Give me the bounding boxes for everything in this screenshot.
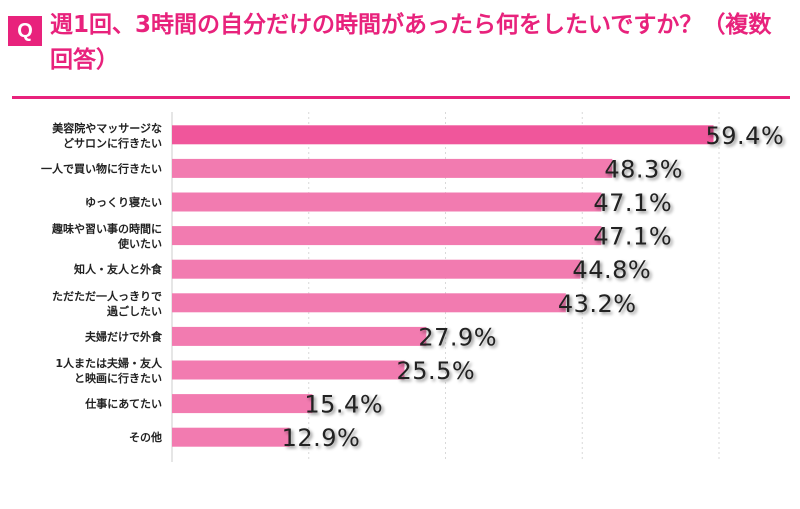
category-label-5: ただただ一人っきりで過ごしたい (52, 289, 162, 318)
value-label-5: 43.2% (558, 290, 637, 318)
title-underline (12, 96, 790, 99)
category-label-2: ゆっくり寝たい (85, 195, 162, 209)
category-label-1: 一人で買い物に行きたい (41, 161, 162, 175)
bar-3 (172, 226, 602, 246)
bar-7 (172, 360, 405, 380)
value-label-3: 47.1% (593, 223, 672, 251)
category-label-8: 仕事にあてたい (84, 397, 162, 411)
bars (172, 125, 714, 447)
value-label-4: 44.8% (572, 256, 651, 284)
value-label-1: 48.3% (604, 155, 683, 183)
category-label-3: 趣味や習い事の時間に使いたい (51, 222, 162, 251)
category-label-4: 知人・友人と外食 (73, 262, 163, 276)
bar-4 (172, 259, 581, 279)
question-badge: Q (8, 16, 42, 46)
category-label-6: 夫婦だけで外食 (85, 329, 163, 343)
bar-9 (172, 427, 290, 447)
value-label-8: 15.4% (304, 391, 383, 419)
question-title: 週1回、3時間の自分だけの時間があったら何をしたいですか？（複数回答） (50, 12, 772, 73)
bar-6 (172, 326, 427, 346)
category-label-7: 1人または夫婦・友人と映画に行きたい (55, 356, 163, 385)
bar-8 (172, 394, 313, 414)
category-label-9: その他 (129, 430, 162, 444)
value-label-9: 12.9% (282, 424, 361, 452)
value-label-7: 25.5% (396, 357, 475, 385)
bar-2 (172, 192, 602, 212)
category-labels: 美容院やマッサージなどサロンに行きたい一人で買い物に行きたいゆっくり寝たい趣味や… (41, 121, 163, 444)
bar-0 (172, 125, 714, 145)
value-label-0: 59.4% (706, 122, 785, 150)
bar-1 (172, 158, 613, 178)
value-label-2: 47.1% (593, 189, 672, 217)
category-label-0: 美容院やマッサージなどサロンに行きたい (52, 121, 162, 150)
value-labels: 59.4% 48.3% 47.1% 47.1% 44.8% 43.2% 27.9% 25.5%… (282, 122, 785, 452)
bar-5 (172, 293, 566, 313)
value-label-6: 27.9% (418, 323, 497, 351)
